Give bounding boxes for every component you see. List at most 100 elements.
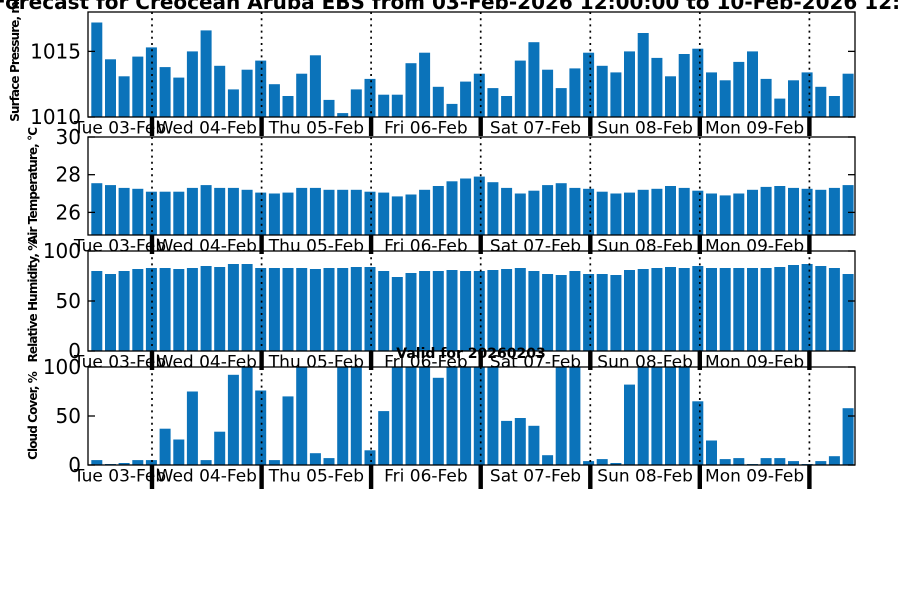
bar bbox=[542, 69, 554, 117]
bar bbox=[309, 269, 321, 351]
bar bbox=[788, 265, 799, 351]
bar bbox=[665, 267, 676, 351]
bar bbox=[828, 187, 840, 235]
bar bbox=[460, 81, 472, 117]
bar bbox=[788, 461, 799, 465]
day-boundary-tick bbox=[149, 465, 155, 489]
bar bbox=[719, 268, 731, 351]
bar bbox=[145, 460, 157, 465]
day-boundary-tick bbox=[588, 235, 593, 254]
bar bbox=[637, 269, 649, 351]
bar bbox=[760, 268, 772, 351]
y-tick-label: 28 bbox=[56, 163, 81, 187]
air-temperature-bars bbox=[91, 176, 854, 235]
bar bbox=[678, 268, 690, 351]
bar bbox=[323, 458, 335, 465]
day-label: Thu 05-Feb bbox=[268, 237, 364, 257]
bar bbox=[542, 185, 554, 235]
bar bbox=[637, 33, 649, 117]
bar bbox=[774, 186, 786, 235]
bar bbox=[309, 187, 321, 235]
bar bbox=[91, 183, 103, 235]
bar bbox=[733, 458, 745, 465]
bar bbox=[350, 367, 362, 465]
bar bbox=[227, 264, 239, 351]
bar bbox=[255, 268, 267, 351]
bar bbox=[105, 185, 116, 235]
day-label: Wed 04-Feb bbox=[157, 467, 257, 487]
bar bbox=[432, 377, 444, 465]
bar bbox=[583, 52, 595, 118]
axes-box bbox=[87, 136, 856, 236]
day-label: Tue 03-Feb bbox=[73, 467, 166, 487]
bar bbox=[828, 96, 840, 117]
bar bbox=[227, 89, 239, 117]
bar bbox=[569, 271, 581, 351]
bar bbox=[719, 80, 731, 117]
bar bbox=[842, 274, 854, 351]
bar bbox=[405, 63, 417, 117]
y-tick-label: 100 bbox=[43, 239, 81, 263]
bar bbox=[473, 73, 485, 117]
bar bbox=[200, 460, 212, 465]
day-boundary-tick bbox=[149, 351, 155, 370]
bar bbox=[105, 274, 116, 351]
bar bbox=[118, 463, 130, 465]
bar bbox=[719, 195, 731, 235]
bar bbox=[323, 268, 335, 351]
bar bbox=[555, 367, 567, 465]
cloud-cover-bars bbox=[91, 367, 854, 465]
bar bbox=[624, 270, 635, 351]
bar bbox=[255, 60, 267, 117]
bar bbox=[255, 390, 267, 465]
bar bbox=[350, 189, 362, 235]
bar bbox=[528, 425, 540, 465]
bar bbox=[733, 193, 745, 235]
bar bbox=[760, 458, 772, 465]
bar bbox=[542, 274, 554, 351]
bar bbox=[706, 268, 717, 351]
bar bbox=[186, 51, 198, 117]
bar bbox=[268, 84, 280, 117]
day-label: Tue 03-Feb bbox=[73, 119, 166, 139]
bar bbox=[282, 192, 294, 235]
bar bbox=[596, 459, 608, 465]
y-tick-label: 1010 bbox=[30, 105, 81, 129]
bar bbox=[132, 269, 144, 351]
bar bbox=[651, 188, 663, 235]
day-label: Mon 09-Feb bbox=[705, 119, 804, 139]
y-tick-label: 30 bbox=[56, 125, 81, 149]
bar bbox=[118, 271, 130, 351]
bar bbox=[91, 22, 103, 117]
bar bbox=[282, 268, 294, 351]
bar bbox=[200, 266, 212, 351]
bar bbox=[747, 268, 758, 351]
bar bbox=[200, 30, 212, 117]
day-label: Mon 09-Feb bbox=[705, 467, 804, 487]
bar bbox=[501, 269, 513, 351]
day-boundary-tick bbox=[259, 465, 264, 489]
bar bbox=[624, 384, 635, 465]
bar bbox=[296, 73, 308, 117]
bar bbox=[446, 367, 458, 465]
bar bbox=[214, 431, 226, 465]
day-boundary-tick bbox=[368, 465, 374, 489]
bar bbox=[391, 196, 403, 235]
bar bbox=[241, 69, 253, 117]
bar bbox=[268, 193, 280, 235]
bar bbox=[487, 88, 499, 117]
bar bbox=[528, 271, 540, 351]
bar bbox=[514, 193, 526, 235]
bar bbox=[405, 367, 417, 465]
bar bbox=[364, 191, 376, 235]
bar bbox=[678, 187, 690, 235]
bar bbox=[268, 268, 280, 351]
bar bbox=[241, 189, 253, 235]
bar bbox=[692, 190, 704, 235]
bar bbox=[624, 51, 635, 117]
bar bbox=[815, 189, 827, 235]
bar bbox=[309, 55, 321, 117]
bar bbox=[350, 267, 362, 351]
bar bbox=[747, 51, 758, 117]
